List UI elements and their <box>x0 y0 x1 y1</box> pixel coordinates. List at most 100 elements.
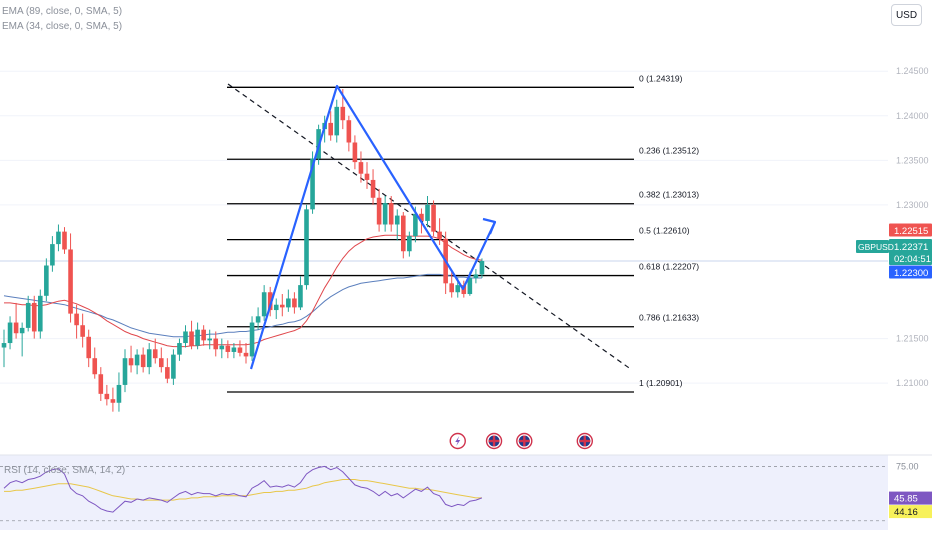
candle[interactable] <box>237 340 243 357</box>
candlestick-series[interactable] <box>1 89 485 412</box>
pattern-drawing[interactable] <box>249 84 497 370</box>
candle[interactable] <box>231 343 237 359</box>
candle[interactable] <box>19 322 25 357</box>
candle[interactable] <box>261 285 267 321</box>
price-tick-label: 1.23000 <box>896 200 929 210</box>
ema-short-legend[interactable]: EMA (34, close, 0, SMA, 5) <box>2 21 123 32</box>
candle[interactable] <box>201 325 206 346</box>
candle[interactable] <box>134 349 140 375</box>
fibonacci-retracement[interactable]: 0 (1.24319) 0.236 (1.23512) 0.382 (1.23013… <box>227 73 699 393</box>
candle-body <box>74 313 79 326</box>
candle[interactable] <box>56 224 61 252</box>
candle[interactable] <box>286 289 291 312</box>
candle-body <box>110 399 116 403</box>
candle-body <box>19 327 25 334</box>
candle[interactable] <box>352 135 358 170</box>
candle[interactable] <box>364 162 370 189</box>
candle[interactable] <box>449 271 454 298</box>
symbol-tag[interactable]: GBPUSD <box>856 240 894 253</box>
candle[interactable] <box>13 302 19 339</box>
rsi-legend[interactable]: RSI (14, close, SMA, 14, 2) <box>4 465 125 476</box>
candle[interactable] <box>407 231 412 257</box>
economic-events[interactable] <box>449 432 593 450</box>
candle[interactable] <box>165 358 170 384</box>
candle[interactable] <box>98 367 104 401</box>
candle[interactable] <box>425 195 430 228</box>
candle[interactable] <box>358 151 364 183</box>
candle[interactable] <box>267 286 273 317</box>
candle-body <box>116 384 122 403</box>
currency-button[interactable]: USD <box>891 4 922 26</box>
candle[interactable] <box>189 320 194 350</box>
candle[interactable] <box>50 236 55 272</box>
ema-long-legend[interactable]: EMA (89, close, 0, SMA, 5) <box>2 6 123 17</box>
bid-price-tag[interactable]: 1.22300 <box>889 265 932 280</box>
candle[interactable] <box>431 200 436 237</box>
candle[interactable] <box>219 338 225 359</box>
candle[interactable] <box>74 304 79 339</box>
uk-flag-icon[interactable] <box>485 432 503 450</box>
candle[interactable] <box>370 169 376 205</box>
candle[interactable] <box>159 347 164 373</box>
candle[interactable] <box>177 338 182 361</box>
candle[interactable] <box>171 349 176 385</box>
dashed-trendline[interactable] <box>227 83 633 371</box>
candle[interactable] <box>38 289 43 339</box>
candle[interactable] <box>140 347 146 373</box>
candle[interactable] <box>479 258 485 278</box>
candle[interactable] <box>243 343 249 364</box>
candle[interactable] <box>31 295 37 339</box>
candle[interactable] <box>382 195 388 232</box>
candle[interactable] <box>437 218 442 245</box>
candle[interactable] <box>298 276 303 311</box>
uk-flag-icon[interactable] <box>516 432 533 450</box>
candle[interactable] <box>7 316 13 350</box>
candle[interactable] <box>310 151 315 214</box>
candle[interactable] <box>110 387 116 412</box>
candle[interactable] <box>44 258 49 302</box>
candle[interactable] <box>376 188 382 232</box>
candle[interactable] <box>388 195 394 232</box>
candle[interactable] <box>146 343 152 375</box>
candle[interactable] <box>273 298 279 319</box>
candle[interactable] <box>92 347 98 379</box>
ask-price-tag-bg <box>889 223 932 237</box>
candle[interactable] <box>104 384 110 406</box>
candle[interactable] <box>116 372 122 412</box>
candle[interactable] <box>207 329 212 350</box>
candle[interactable] <box>401 212 406 259</box>
candle[interactable] <box>195 322 200 350</box>
candle[interactable] <box>183 325 188 348</box>
candle-body <box>152 349 158 359</box>
candle[interactable] <box>255 307 261 330</box>
price-axis[interactable]: 1.24500 1.24000 1.23500 1.23000 1.21500 1.210… <box>856 66 932 388</box>
candle[interactable] <box>334 99 340 143</box>
candle[interactable] <box>280 294 285 317</box>
candle[interactable] <box>68 233 73 323</box>
candle[interactable] <box>62 227 67 254</box>
candle[interactable] <box>346 115 352 152</box>
candle[interactable] <box>86 329 91 368</box>
candle[interactable] <box>394 209 400 241</box>
candle[interactable] <box>213 331 219 357</box>
candle[interactable] <box>292 292 297 314</box>
candle[interactable] <box>225 340 231 359</box>
lightning-icon[interactable] <box>449 432 466 450</box>
ask-price-tag[interactable]: 1.22515 <box>889 223 932 238</box>
uk-flag-icon[interactable] <box>576 432 593 450</box>
candle[interactable] <box>25 295 31 332</box>
candle[interactable] <box>152 338 158 364</box>
candle[interactable] <box>80 313 85 348</box>
rsi-pane[interactable]: RSI (14, close, SMA, 14, 2) 75.00 45.85 44.… <box>0 454 932 550</box>
candle[interactable] <box>473 269 479 284</box>
candle[interactable] <box>122 349 128 393</box>
candle[interactable] <box>249 316 255 361</box>
candle[interactable] <box>128 345 134 373</box>
zigzag-pattern-line[interactable] <box>249 84 496 370</box>
candle[interactable] <box>1 329 7 368</box>
candle[interactable] <box>304 204 309 290</box>
candle[interactable] <box>328 111 333 141</box>
candle-body <box>80 325 85 337</box>
